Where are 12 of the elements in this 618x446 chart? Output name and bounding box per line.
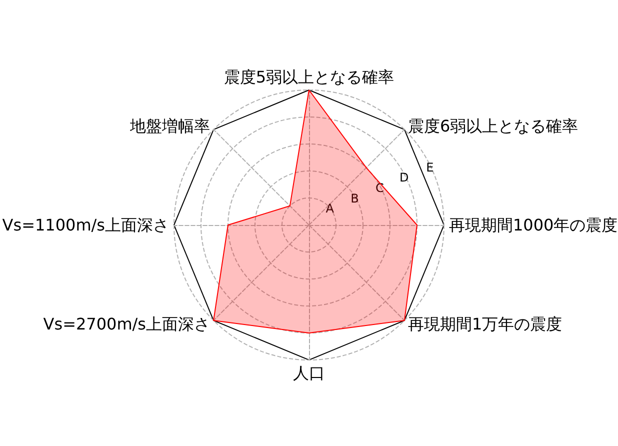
- y-tick-label: D: [400, 170, 409, 185]
- spoke-label: 震度6弱以上となる確率: [408, 116, 578, 136]
- spoke-label: 地盤増幅率: [129, 116, 210, 136]
- spoke-label: 人口: [293, 364, 325, 382]
- spoke-label: 再現期間1万年の震度: [408, 314, 562, 334]
- y-tick-label: B: [350, 191, 359, 206]
- spoke-label: Vs=1100m/s上面深さ: [2, 216, 169, 234]
- spoke-label: 再現期間1000年の震度: [449, 216, 618, 234]
- y-tick-label: A: [326, 202, 335, 216]
- y-tick-label: E: [426, 160, 434, 174]
- spoke-label: 震度5弱以上となる確率: [224, 68, 394, 86]
- spoke-label: Vs=2700m/s上面深さ: [43, 314, 210, 334]
